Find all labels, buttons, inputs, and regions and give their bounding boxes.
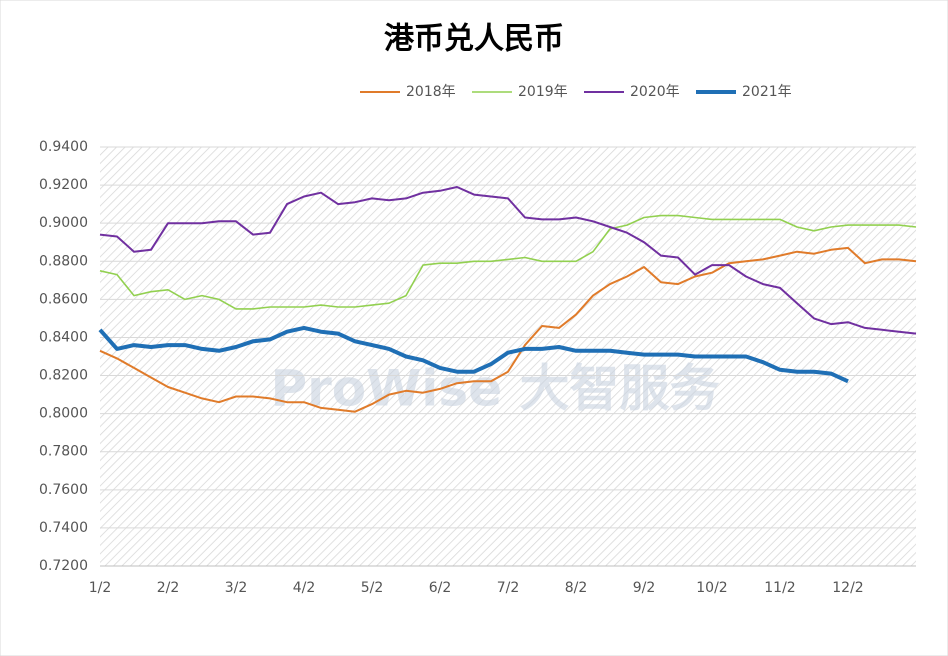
- x-tick-label: 8/2: [565, 580, 588, 596]
- x-tick-label: 11/2: [764, 580, 795, 596]
- legend-label: 2020年: [630, 84, 680, 100]
- legend-label: 2018年: [406, 84, 456, 100]
- y-tick-label: 0.8600: [39, 291, 88, 307]
- x-tick-label: 6/2: [429, 580, 452, 596]
- chart-title: 港币兑人民币: [384, 22, 564, 57]
- x-tick-label: 2/2: [157, 580, 180, 596]
- y-tick-label: 0.7800: [39, 444, 88, 460]
- x-tick-label: 7/2: [497, 580, 520, 596]
- y-tick-label: 0.9400: [39, 139, 88, 155]
- y-tick-label: 0.7600: [39, 482, 88, 498]
- y-tick-label: 0.7200: [39, 558, 88, 574]
- x-tick-label: 5/2: [361, 580, 384, 596]
- y-tick-label: 0.8400: [39, 329, 88, 345]
- y-tick-label: 0.8200: [39, 368, 88, 384]
- legend-label: 2021年: [742, 84, 792, 100]
- watermark: ProWise 大智服务: [270, 360, 719, 418]
- legend-label: 2019年: [518, 84, 568, 100]
- y-tick-label: 0.8000: [39, 406, 88, 422]
- y-tick-label: 0.7400: [39, 520, 88, 536]
- series-line: [99, 214, 917, 310]
- series-line: [99, 246, 917, 413]
- x-tick-label: 4/2: [293, 580, 316, 596]
- x-tick-label: 1/2: [89, 580, 112, 596]
- series-line: [99, 186, 917, 335]
- y-tick-label: 0.8800: [39, 253, 88, 269]
- series-line: [98, 325, 849, 384]
- x-tick-label: 3/2: [225, 580, 248, 596]
- x-tick-label: 9/2: [633, 580, 656, 596]
- x-tick-label: 12/2: [832, 580, 863, 596]
- y-tick-label: 0.9200: [39, 177, 88, 193]
- y-tick-label: 0.9000: [39, 215, 88, 231]
- x-tick-label: 10/2: [696, 580, 727, 596]
- plot-area: [100, 147, 916, 566]
